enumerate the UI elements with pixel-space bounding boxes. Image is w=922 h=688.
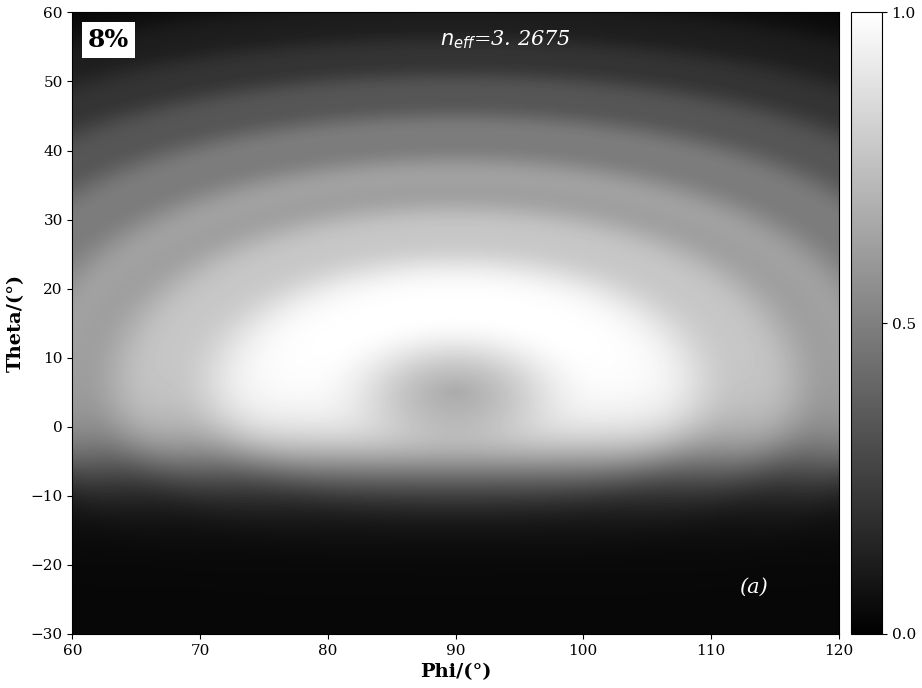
Text: $n_{eff}$=3. 2675: $n_{eff}$=3. 2675 (440, 28, 572, 51)
Text: (a): (a) (739, 577, 768, 596)
Y-axis label: Theta/(°): Theta/(°) (7, 274, 25, 372)
Text: 8%: 8% (88, 28, 129, 52)
X-axis label: Phi/(°): Phi/(°) (420, 663, 491, 681)
